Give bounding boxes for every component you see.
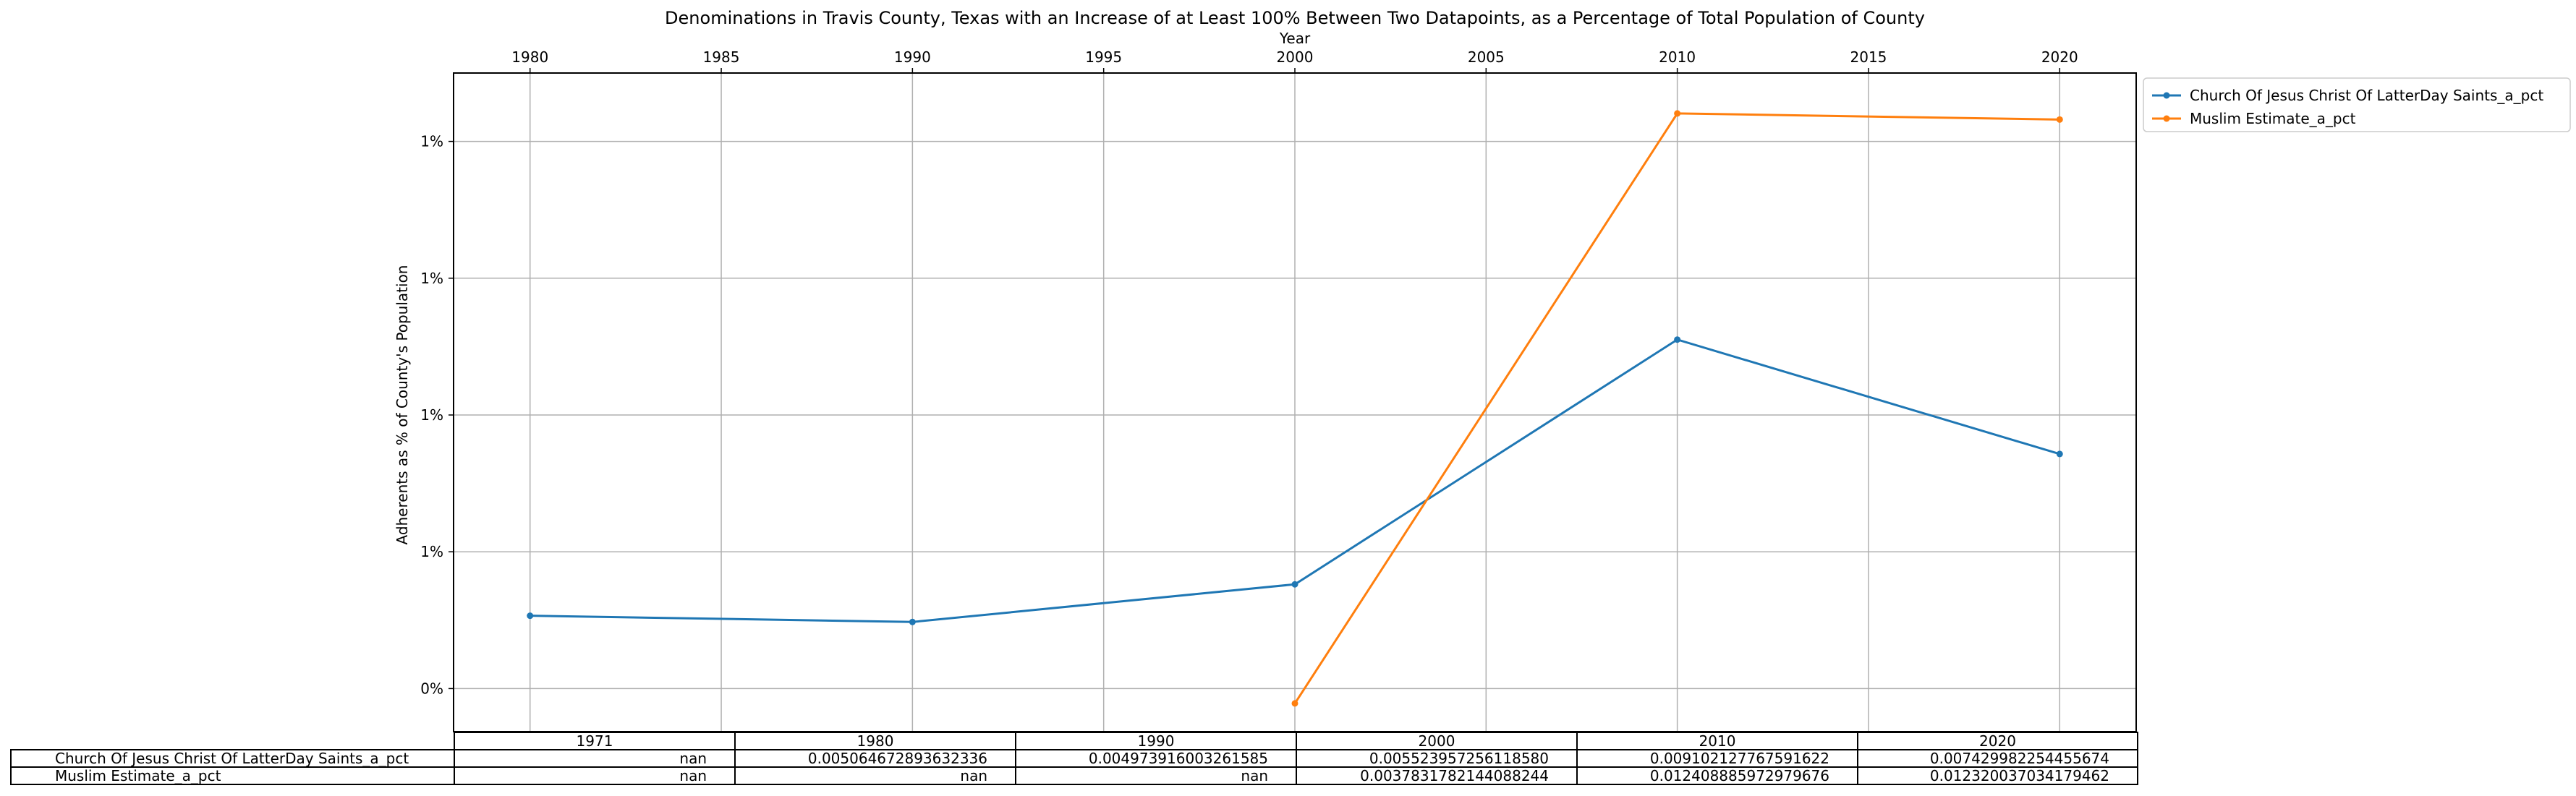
table-column-header: 2010	[1576, 732, 1858, 750]
data-point	[2056, 116, 2063, 123]
table-column-header: 1990	[1015, 732, 1297, 750]
y-tick-label: 1%	[420, 270, 443, 287]
table-cell: 0.004973916003261585	[1015, 749, 1297, 768]
table-cell: nan	[734, 766, 1016, 785]
table-cell: nan	[454, 766, 736, 785]
legend-label: Muslim Estimate_a_pct	[2190, 110, 2356, 127]
data-point	[1291, 700, 1298, 707]
x-tick-label: 2015	[1850, 48, 1887, 66]
data-table: 1971 1980 1990 2000 2010 2020 Church Of Jesus …	[10, 732, 2138, 785]
legend-box	[2143, 77, 2571, 132]
table-cell: 0.0037831782144088244	[1296, 766, 1578, 785]
data-point	[527, 612, 534, 620]
legend-swatch-marker	[2163, 92, 2170, 99]
x-tick-label: 1990	[894, 48, 931, 66]
legend-label: Church Of Jesus Christ Of LatterDay Sain…	[2190, 87, 2543, 104]
data-point	[1291, 581, 1298, 588]
table-cell: nan	[454, 749, 736, 768]
table-cell: 0.009102127767591622	[1576, 749, 1858, 768]
legend-swatch-marker	[2163, 115, 2170, 122]
table-column-header: 2000	[1296, 732, 1578, 750]
table-row: Muslim Estimate_a_pct nan nan nan 0.00378317…	[10, 766, 2138, 785]
table-column-header: 1980	[734, 732, 1016, 750]
table-cell: 0.007429982254455674	[1857, 749, 2138, 768]
x-tick-label: 2005	[1468, 48, 1505, 66]
x-tick-label: 1995	[1085, 48, 1122, 66]
data-point	[2056, 450, 2063, 458]
y-axis-label: Adherents as % of County's Population	[394, 265, 411, 544]
data-point	[1674, 336, 1681, 343]
table-cell: 0.005064672893632336	[734, 749, 1016, 768]
table-cell: nan	[1015, 766, 1297, 785]
table-header-row: 1971 1980 1990 2000 2010 2020	[11, 732, 2138, 750]
y-tick-label: 1%	[420, 543, 443, 560]
grid-lines	[454, 73, 2136, 732]
table-row-label: Muslim Estimate_a_pct	[10, 766, 455, 785]
y-tick-label: 1%	[420, 133, 443, 150]
table-row-label: Church Of Jesus Christ Of LatterDay Sain…	[10, 749, 455, 768]
y-tick-label: 0%	[420, 680, 443, 697]
table-corner	[11, 732, 454, 750]
table-cell: 0.005523957256118580	[1296, 749, 1578, 768]
x-tick-label: 2010	[1659, 48, 1696, 66]
x-axis-label: Year	[1279, 30, 1311, 47]
x-tick-label: 2020	[2041, 48, 2078, 66]
data-point	[1674, 110, 1681, 117]
table-row: Church Of Jesus Christ Of LatterDay Sain…	[10, 749, 2138, 768]
table-cell: 0.012408885972979676	[1576, 766, 1858, 785]
series-lines	[527, 110, 2063, 707]
y-tick-label: 1%	[420, 406, 443, 424]
chart-title: Denominations in Travis County, Texas wi…	[665, 8, 1925, 28]
axis-ticks: 1980 1985 1990 1995 2000 2005 2010 2015 2020 0% 1%…	[420, 48, 2078, 697]
data-point	[909, 618, 916, 625]
table-column-header: 2020	[1857, 732, 2138, 750]
x-tick-label: 1980	[511, 48, 548, 66]
x-tick-label: 1985	[703, 48, 740, 66]
legend: Church Of Jesus Christ Of LatterDay Sain…	[2143, 77, 2571, 132]
table-cell: 0.012320037034179462	[1857, 766, 2138, 785]
table-column-header: 1971	[454, 732, 736, 750]
x-tick-label: 2000	[1277, 48, 1314, 66]
plot-area-frame	[453, 72, 2137, 732]
